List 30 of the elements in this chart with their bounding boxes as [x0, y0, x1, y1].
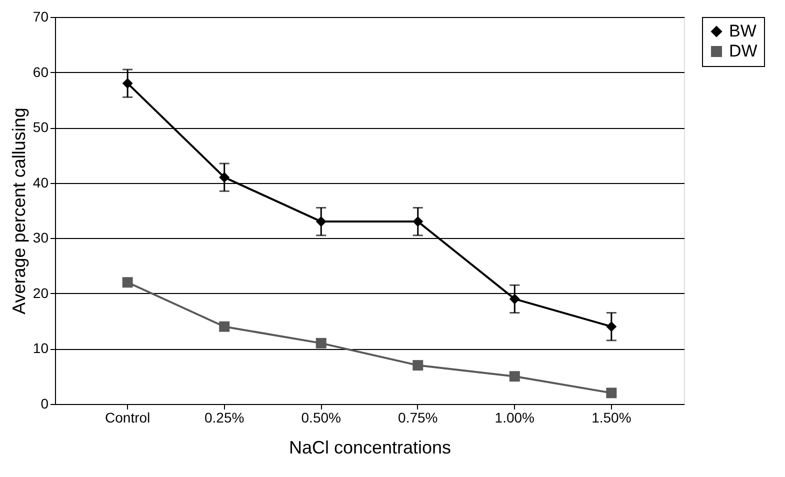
point: [219, 172, 230, 183]
y-tick-label: 70: [32, 8, 49, 24]
y-axis-title: Average percent callusing: [8, 108, 29, 314]
point: [122, 78, 133, 89]
x-tick-label: 0.50%: [301, 410, 341, 426]
point: [509, 294, 520, 304]
x-tick-label: 1.00%: [494, 410, 535, 426]
y-tick-label: 50: [32, 119, 49, 136]
point: [412, 360, 424, 371]
point: [606, 388, 617, 398]
y-tick-label: 40: [32, 174, 49, 190]
y-tick-label: 0: [40, 396, 49, 412]
point: [122, 277, 133, 288]
x-tick-label: Control: [105, 410, 150, 426]
y-tick-label: 60: [32, 64, 49, 80]
x-tick-label: 0.75%: [398, 410, 438, 426]
y-tick-label: 30: [32, 230, 49, 246]
y-tick-label: 10: [32, 340, 49, 356]
point: [412, 216, 424, 227]
point: [509, 371, 520, 382]
point: [316, 216, 326, 227]
x-axis-title: NaCl concentrations: [288, 438, 452, 458]
legend-label: DW: [729, 42, 758, 60]
legend-label: BW: [729, 22, 756, 40]
x-tick-label: 1.50%: [592, 410, 632, 426]
point: [606, 321, 617, 332]
x-tick-label: 0.25%: [204, 410, 244, 426]
point: [219, 321, 230, 332]
y-tick-label: 20: [32, 284, 49, 301]
point: [316, 338, 326, 348]
